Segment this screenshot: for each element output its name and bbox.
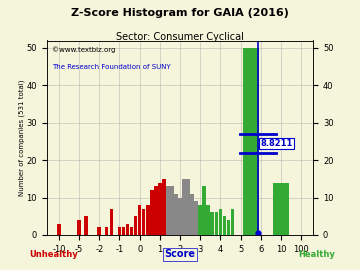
Bar (134, 216, 138, 235)
Bar (98, 227, 101, 235)
Bar (182, 179, 186, 235)
Bar (138, 205, 141, 235)
Bar (57, 224, 61, 235)
Bar (186, 179, 190, 235)
Text: Score: Score (165, 249, 195, 259)
Bar (178, 198, 182, 235)
Bar (211, 212, 214, 235)
Text: 8.8211: 8.8211 (260, 139, 293, 148)
Bar (130, 227, 133, 235)
Y-axis label: Number of companies (531 total): Number of companies (531 total) (19, 79, 25, 196)
Bar (170, 186, 174, 235)
Bar (109, 209, 113, 235)
Text: The Research Foundation of SUNY: The Research Foundation of SUNY (52, 64, 171, 70)
Bar (219, 209, 222, 235)
Bar (190, 194, 194, 235)
Text: Healthy: Healthy (298, 250, 335, 259)
Text: Z-Score Histogram for GAIA (2016): Z-Score Histogram for GAIA (2016) (71, 8, 289, 18)
Bar (154, 186, 158, 235)
Bar (227, 220, 230, 235)
Bar (174, 194, 178, 235)
Bar (194, 201, 198, 235)
Bar (118, 227, 121, 235)
Bar (202, 186, 206, 235)
Bar (146, 205, 149, 235)
Bar (231, 209, 234, 235)
Bar (206, 205, 210, 235)
Bar (104, 227, 108, 235)
Bar (158, 183, 162, 235)
Bar (77, 220, 81, 235)
Bar (122, 227, 125, 235)
Bar (126, 224, 129, 235)
Text: ©www.textbiz.org: ©www.textbiz.org (52, 46, 116, 53)
Bar (198, 205, 202, 235)
Bar (222, 216, 226, 235)
Bar (84, 216, 88, 235)
Bar (150, 190, 154, 235)
Bar (162, 179, 166, 235)
Bar (166, 186, 170, 235)
Bar (142, 209, 145, 235)
Bar (273, 183, 289, 235)
Text: Sector: Consumer Cyclical: Sector: Consumer Cyclical (116, 32, 244, 42)
Bar (215, 212, 218, 235)
Text: Unhealthy: Unhealthy (30, 250, 78, 259)
Bar (243, 48, 259, 235)
